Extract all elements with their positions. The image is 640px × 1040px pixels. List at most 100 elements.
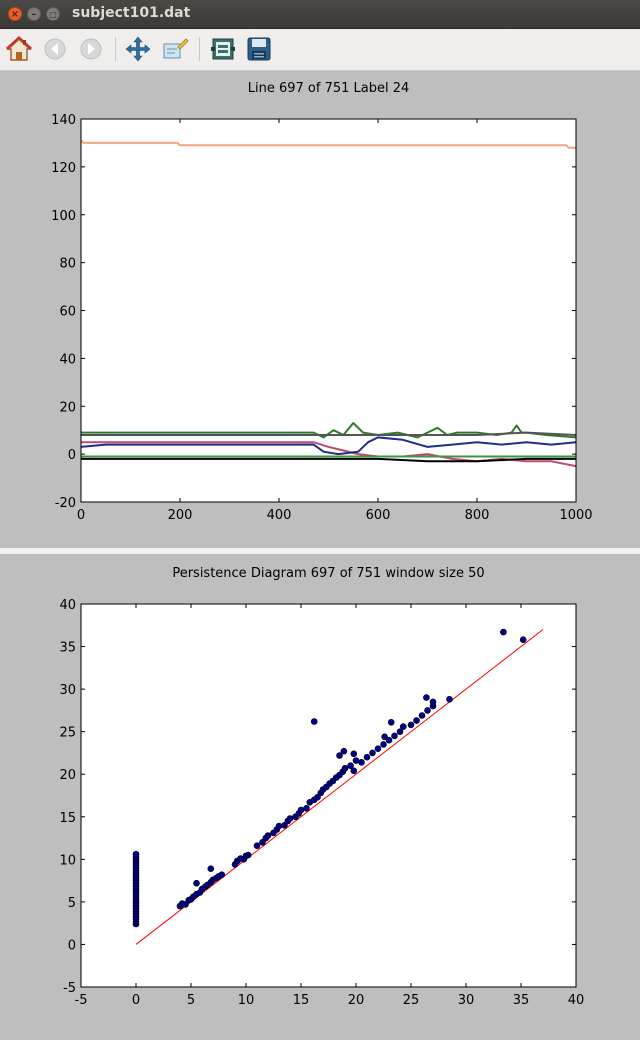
forward-icon[interactable]	[77, 35, 105, 63]
x-tick-label: 25	[403, 993, 420, 1008]
x-tick-label: 15	[293, 993, 310, 1008]
toolbar-separator	[199, 37, 200, 61]
plot-frame	[80, 603, 577, 988]
save-icon[interactable]	[245, 35, 273, 63]
line-chart: Line 697 of 751 Label 240 200 400 600 800 100…	[51, 81, 592, 523]
scatter-point	[407, 721, 415, 729]
scatter-point	[314, 793, 321, 801]
diagonal-line	[135, 629, 544, 945]
pan-icon[interactable]	[124, 35, 152, 63]
x-tick-label: 10	[238, 993, 255, 1008]
plot-area	[81, 119, 576, 502]
scatter-point	[396, 728, 404, 735]
y-tick-label: 40	[59, 598, 76, 613]
scatter-point	[352, 757, 360, 764]
x-tick-label: 0	[77, 508, 85, 523]
x-tick-label: -5	[75, 993, 88, 1008]
scatter-point	[374, 745, 382, 752]
title-bar: × – □ subject101.dat	[0, 0, 640, 29]
home-icon[interactable]	[5, 35, 33, 63]
scatter-point	[281, 821, 288, 829]
toolbar-separator	[115, 37, 116, 61]
y-tick-label: 15	[59, 811, 76, 826]
y-tick-label: 120	[51, 161, 76, 176]
series-line-0	[80, 139, 576, 149]
x-tick-label: 20	[348, 993, 365, 1008]
scatter-point	[519, 636, 527, 643]
x-tick-label: 5	[187, 993, 195, 1008]
y-tick-label: 60	[59, 305, 76, 320]
scatter-point	[347, 762, 354, 769]
y-tick-label: 100	[51, 209, 76, 224]
scatter-point	[275, 822, 283, 830]
plot-frame	[80, 118, 577, 503]
scatter-point	[380, 741, 387, 748]
scatter-point	[303, 805, 310, 812]
scatter-point	[336, 752, 343, 759]
panel-divider	[0, 548, 640, 554]
scatter-point	[341, 765, 349, 772]
scatter-point	[218, 871, 226, 879]
series-line-4	[80, 436, 577, 456]
window-title: subject101.dat	[72, 5, 191, 21]
y-tick-label: 5	[68, 896, 76, 911]
x-tick-label: 40	[568, 993, 585, 1008]
scatter-point	[446, 696, 453, 703]
scatter-point	[207, 865, 215, 873]
scatter-point	[387, 719, 395, 726]
toolbar	[0, 29, 640, 71]
scatter-point	[264, 832, 272, 839]
series-line-6	[81, 457, 576, 463]
chart-title: Line 697 of 751 Label 24	[248, 81, 410, 96]
scatter-point	[363, 753, 371, 761]
scatter-point	[424, 707, 431, 714]
scatter-point	[399, 723, 407, 730]
series-group	[80, 139, 577, 468]
y-tick-label: 0	[68, 938, 76, 953]
scatter-point	[413, 717, 420, 724]
y-tick-label: 35	[59, 641, 76, 656]
scatter-point	[500, 628, 507, 636]
scatter-point	[297, 806, 305, 814]
scatter-point	[132, 850, 140, 858]
scatter-point	[385, 736, 393, 744]
scatter-point	[381, 733, 388, 741]
y-tick-label: 40	[59, 352, 76, 367]
persistence-diagram: Persistence Diagram 697 of 751 window si…	[59, 566, 585, 1008]
scatter-point	[369, 749, 376, 757]
y-tick-label: 10	[59, 853, 76, 868]
zoom-icon[interactable]	[161, 35, 189, 63]
series-line-2	[81, 431, 577, 436]
scatter-point	[429, 698, 437, 706]
y-tick-label: 30	[59, 683, 76, 698]
scatter-point	[310, 718, 318, 725]
chart-title: Persistence Diagram 697 of 751 window si…	[172, 566, 484, 581]
y-tick-label: 0	[68, 448, 76, 463]
y-tick-label: -5	[63, 981, 76, 996]
y-tick-label: 25	[59, 726, 76, 741]
back-icon[interactable]	[41, 35, 69, 63]
persistence-diagram-panel: Persistence Diagram 697 of 751 window si…	[0, 554, 640, 1036]
scatter-point	[350, 750, 358, 758]
configure-subplots-icon[interactable]	[209, 35, 237, 63]
x-tick-label: 30	[458, 993, 475, 1008]
x-tick-label: 400	[267, 508, 292, 523]
scatter-point	[340, 747, 348, 755]
scatter-point	[193, 879, 200, 887]
maximize-window-button[interactable]: □	[46, 7, 60, 21]
scatter-point	[391, 732, 398, 740]
scatter-point	[358, 759, 365, 766]
close-window-button[interactable]: ×	[8, 7, 22, 21]
x-tick-label: 35	[513, 993, 530, 1008]
x-tick-label: 800	[465, 508, 490, 523]
y-tick-label: 140	[51, 113, 76, 128]
minimize-window-button[interactable]: –	[27, 7, 41, 21]
scatter-point	[253, 842, 261, 850]
x-tick-label: 600	[366, 508, 391, 523]
x-tick-label: 200	[168, 508, 193, 523]
scatter-point	[244, 851, 252, 859]
scatter-point	[423, 694, 430, 701]
x-tick-label: 1000	[559, 508, 592, 523]
points-group	[132, 628, 527, 928]
line-chart-panel: Line 697 of 751 Label 24 0 200 400 600 800 100…	[0, 71, 640, 548]
